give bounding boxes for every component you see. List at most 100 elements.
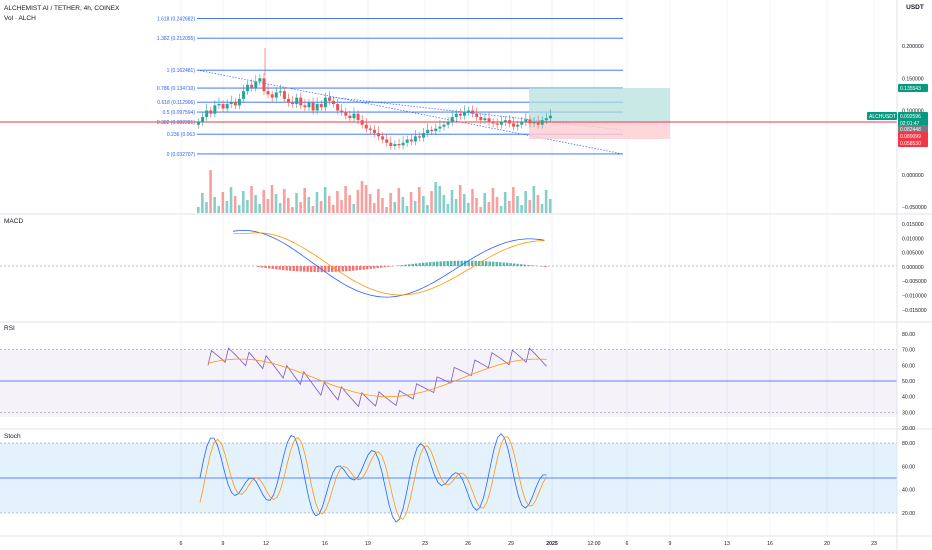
stop-badge-bg xyxy=(898,132,928,140)
fib-level-label: 1.618 (0.242682) xyxy=(157,16,195,22)
stoch-title: Stoch xyxy=(4,433,21,440)
volume-bars xyxy=(197,170,552,213)
volume-bar xyxy=(389,193,392,213)
rsi-axis-label: 40.00 xyxy=(902,395,915,401)
volume-bar xyxy=(467,203,470,213)
volume-bar xyxy=(499,206,503,213)
volume-bar xyxy=(462,194,466,213)
candle-body xyxy=(291,102,295,105)
candle-body xyxy=(401,142,405,146)
take-profit-zone[interactable] xyxy=(529,88,670,122)
time-axis-label: 23 xyxy=(871,541,877,547)
stop-badge-text: 0.080099 xyxy=(900,134,921,140)
volume-bar xyxy=(507,201,511,213)
macd-histogram-bar xyxy=(387,266,390,267)
candle-body xyxy=(524,119,528,123)
time-axis-label: 16 xyxy=(767,541,773,547)
volume-bar xyxy=(221,192,225,213)
volume-bar xyxy=(372,203,376,213)
macd-histogram-bar xyxy=(429,262,432,266)
macd-histogram-bar xyxy=(415,263,418,266)
macd-histogram-bar xyxy=(324,266,327,273)
macd-histogram-bar xyxy=(408,264,411,266)
candle-body xyxy=(417,136,421,138)
stoch-axis[interactable]: 80.00 60.00 40.00 20.00 xyxy=(902,441,915,517)
macd-histogram-bar xyxy=(373,266,376,269)
time-axis[interactable]: 6 9 12 16 19 23 26 29 2025 12:00 6 9 13 16 20 23 xyxy=(180,541,877,547)
rsi-axis[interactable]: 80.00 70.00 60.00 50.00 40.00 30.00 20.00 xyxy=(902,332,915,432)
time-axis-label: 6 xyxy=(180,541,183,547)
candle-body xyxy=(307,102,311,108)
candle-body xyxy=(213,105,217,114)
macd-histogram-bar xyxy=(268,266,271,269)
volume-bar xyxy=(282,189,286,213)
candle-body xyxy=(454,113,458,117)
candle-body xyxy=(274,92,278,98)
candle-body xyxy=(356,113,360,121)
trendline-upper[interactable] xyxy=(196,69,624,155)
time-axis-label: 2025 xyxy=(546,541,558,547)
macd-histogram-bar xyxy=(348,266,351,271)
volume-bar xyxy=(364,185,368,213)
macd-axis[interactable]: 0.015000 0.010000 0.005000 0.000000 −0.00500… xyxy=(902,222,927,314)
price-axis-label: 0.200000 xyxy=(902,44,924,50)
macd-histogram-bar xyxy=(264,266,267,268)
macd-histogram-bar xyxy=(527,264,530,266)
macd-histogram-bar xyxy=(485,261,488,266)
macd-histogram-bar xyxy=(327,266,330,273)
volume-bar xyxy=(258,204,261,213)
candle-body xyxy=(430,129,434,132)
candle-body xyxy=(258,78,262,82)
volume-bar xyxy=(385,207,388,213)
currency-label[interactable]: USDT xyxy=(906,4,924,11)
macd-histogram-bar xyxy=(355,266,358,271)
macd-histogram-bar xyxy=(271,266,274,269)
volume-bar xyxy=(287,198,290,213)
volume-bar xyxy=(340,200,343,213)
volume-bar xyxy=(229,187,233,213)
volume-bar xyxy=(417,187,421,213)
candle-body xyxy=(352,113,356,119)
volume-bar xyxy=(336,191,339,213)
volume-bar xyxy=(409,192,413,213)
macd-histogram-bar xyxy=(303,266,306,272)
rsi-axis-label: 60.00 xyxy=(902,363,915,369)
macd-histogram-bar xyxy=(492,261,495,266)
volume-bar xyxy=(225,201,229,213)
volume-bar xyxy=(393,202,397,213)
volume-bar xyxy=(344,186,347,213)
rsi-signal-line xyxy=(207,358,547,398)
macd-histogram-bar xyxy=(471,260,474,266)
volume-bar xyxy=(319,201,323,213)
candle-body xyxy=(536,122,540,125)
volume-bar xyxy=(413,201,417,213)
stop-loss-zone[interactable] xyxy=(529,122,670,139)
macd-histogram-bar xyxy=(313,266,316,273)
stoch-axis-label: 20.00 xyxy=(902,511,915,517)
volume-bar xyxy=(524,191,527,213)
candle-body xyxy=(397,144,401,146)
candle-body xyxy=(512,123,516,127)
macd-histogram-bar xyxy=(366,266,369,270)
rsi-title: RSI xyxy=(4,325,15,332)
volume-bar xyxy=(540,204,544,213)
candle-body xyxy=(237,98,241,106)
macd-histogram-bar xyxy=(278,266,281,270)
macd-histogram-bar xyxy=(506,262,509,266)
candle-body xyxy=(344,111,348,116)
macd-histogram-bar xyxy=(341,266,344,272)
volume-bar xyxy=(426,205,429,213)
macd-histogram-bar xyxy=(338,266,341,272)
candle-body xyxy=(348,115,352,119)
volume-bar xyxy=(430,191,433,213)
volume-bar xyxy=(397,188,401,213)
volume-bar xyxy=(483,193,487,213)
macd-histogram-bar xyxy=(443,261,446,266)
volume-bar xyxy=(299,202,302,213)
volume-bar xyxy=(237,205,241,213)
volume-bar xyxy=(503,192,507,213)
volume-bar xyxy=(278,203,282,213)
volume-bar xyxy=(254,195,257,213)
candle-body xyxy=(319,104,323,108)
